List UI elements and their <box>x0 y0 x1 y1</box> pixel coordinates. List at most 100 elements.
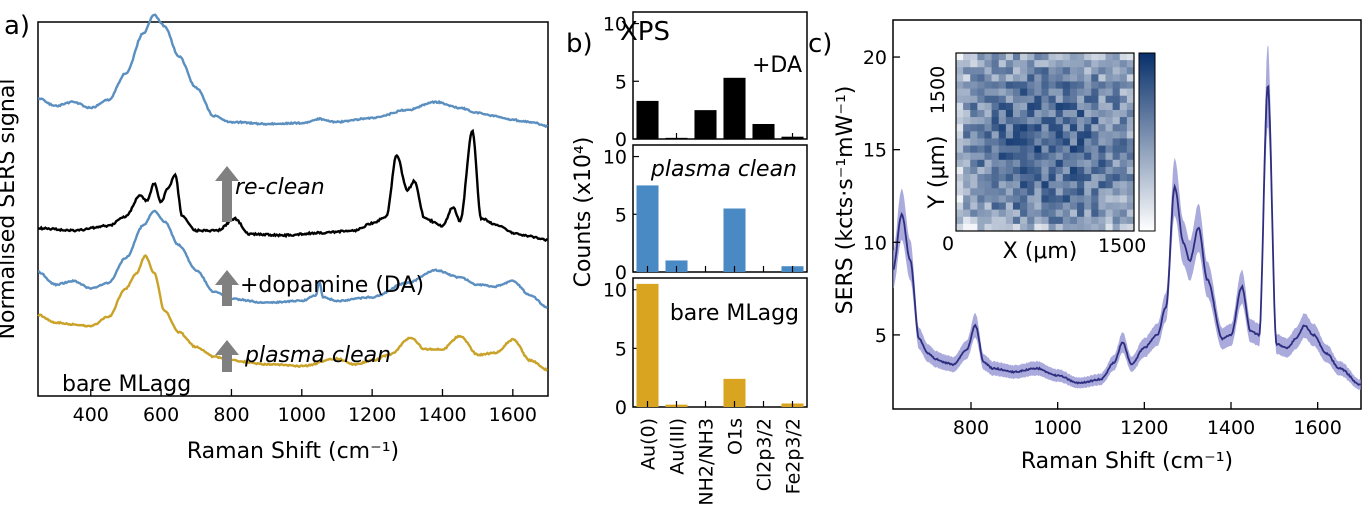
heatmap-cell <box>1069 81 1078 89</box>
heatmap-cell <box>1126 53 1135 61</box>
heatmap-cell <box>977 138 985 146</box>
heatmap-cell <box>1041 60 1049 68</box>
heatmap-cell <box>1098 166 1106 175</box>
panel-label-a: a) <box>4 11 30 41</box>
heatmap-cell <box>956 181 964 189</box>
heatmap-cell <box>1091 88 1099 97</box>
heatmap-cell <box>1062 138 1071 146</box>
sers-error-band <box>893 45 1361 390</box>
heatmap-cell <box>1005 166 1014 175</box>
heatmap-cell <box>977 88 985 97</box>
heatmap-cell <box>970 124 978 132</box>
heatmap-cell <box>1020 109 1028 118</box>
heatmap-cell <box>970 202 978 211</box>
heatmap-cell <box>956 124 964 132</box>
heatmap-cell <box>1041 117 1049 125</box>
heatmap-cell <box>984 174 992 182</box>
heatmap-cell <box>1091 124 1099 132</box>
xps-ytick-label: 0 <box>615 262 627 284</box>
heatmap-cell <box>1034 53 1042 61</box>
heatmap-cell <box>1034 102 1042 111</box>
heatmap-cell <box>998 95 1007 104</box>
heatmap-cell <box>970 117 978 125</box>
heatmap-cell <box>1084 152 1092 161</box>
heatmap-cell <box>991 216 1000 225</box>
heatmap-cell <box>1119 209 1128 218</box>
legend-bare-mlagg: bare MLagg <box>670 301 799 326</box>
annotation-bare-mlagg: bare MLagg <box>62 372 191 397</box>
heatmap-cell <box>963 174 971 182</box>
heatmap-cell <box>1084 181 1092 189</box>
xps-bar-0-3 <box>723 77 746 139</box>
panel-a-xtick-label-5: 1400 <box>418 404 466 426</box>
heatmap-cell <box>1084 67 1092 75</box>
heatmap-cell <box>1119 223 1128 232</box>
heatmap-cell <box>956 174 964 182</box>
panel-c-xtick-label-0: 800 <box>953 417 989 439</box>
heatmap-cell <box>998 102 1007 111</box>
heatmap-cell <box>1062 209 1071 218</box>
heatmap-cell <box>977 202 985 211</box>
heatmap-cell <box>1119 53 1128 61</box>
heatmap-cell <box>1091 202 1099 211</box>
heatmap-cell <box>977 166 985 175</box>
xps-bar-1-0 <box>636 185 659 272</box>
heatmap-cell <box>977 223 985 232</box>
heatmap-cell <box>1077 145 1085 154</box>
heatmap-cell <box>1098 95 1106 104</box>
heatmap-cell <box>977 81 985 89</box>
heatmap-cell <box>1020 166 1028 175</box>
heatmap-cell <box>1126 88 1135 97</box>
heatmap-cell <box>1084 81 1092 89</box>
panel-b-title: XPS <box>620 17 670 47</box>
heatmap-cell <box>1005 223 1014 232</box>
heatmap-cell <box>970 195 978 203</box>
heatmap-cell <box>991 138 1000 146</box>
heatmap-cell <box>1112 102 1121 111</box>
heatmap-cell <box>1048 67 1057 75</box>
heatmap-cell <box>1048 145 1057 154</box>
heatmap-cell <box>1091 159 1099 168</box>
heatmap-cell <box>991 159 1000 168</box>
heatmap-cell <box>1077 102 1085 111</box>
heatmap-cell <box>1119 88 1128 97</box>
heatmap-cell <box>1112 124 1121 132</box>
heatmap-cell <box>1055 166 1064 175</box>
heatmap-cell <box>1069 145 1078 154</box>
heatmap-cell <box>991 188 1000 196</box>
heatmap-cell <box>1055 124 1064 132</box>
heatmap-cell <box>1041 195 1049 203</box>
heatmap-cell <box>1091 60 1099 68</box>
heatmap-cell <box>1012 181 1021 189</box>
heatmap-cell <box>1126 81 1135 89</box>
heatmap-cell <box>998 131 1007 139</box>
heatmap-cell <box>1048 81 1057 89</box>
heatmap-cell <box>970 109 978 118</box>
heatmap-cell <box>1027 102 1035 111</box>
heatmap-cell <box>1041 181 1049 189</box>
heatmap-cell <box>1126 109 1135 118</box>
heatmap-cell <box>956 166 964 175</box>
heatmap-cell <box>1077 53 1085 61</box>
heatmap-cell <box>1098 124 1106 132</box>
heatmap-cell <box>1091 53 1099 61</box>
heatmap-cell <box>1126 209 1135 218</box>
heatmap-cell <box>998 88 1007 97</box>
heatmap-cell <box>1012 145 1021 154</box>
heatmap-cell <box>1069 209 1078 218</box>
heatmap-cell <box>1020 152 1028 161</box>
heatmap-cell <box>984 81 992 89</box>
heatmap-cell <box>1055 195 1064 203</box>
heatmap-cell <box>1027 223 1035 232</box>
heatmap-cell <box>1084 166 1092 175</box>
heatmap-cell <box>1027 117 1035 125</box>
heatmap-cell <box>1105 131 1114 139</box>
panel-c-ytick-label-0: 5 <box>875 325 887 347</box>
heatmap-cell <box>1098 102 1106 111</box>
heatmap-cell <box>970 74 978 82</box>
heatmap-cell <box>1055 117 1064 125</box>
heatmap-cell <box>1012 209 1021 218</box>
heatmap-cell <box>1098 174 1106 182</box>
heatmap-cell <box>1091 188 1099 196</box>
heatmap-cell <box>1119 195 1128 203</box>
